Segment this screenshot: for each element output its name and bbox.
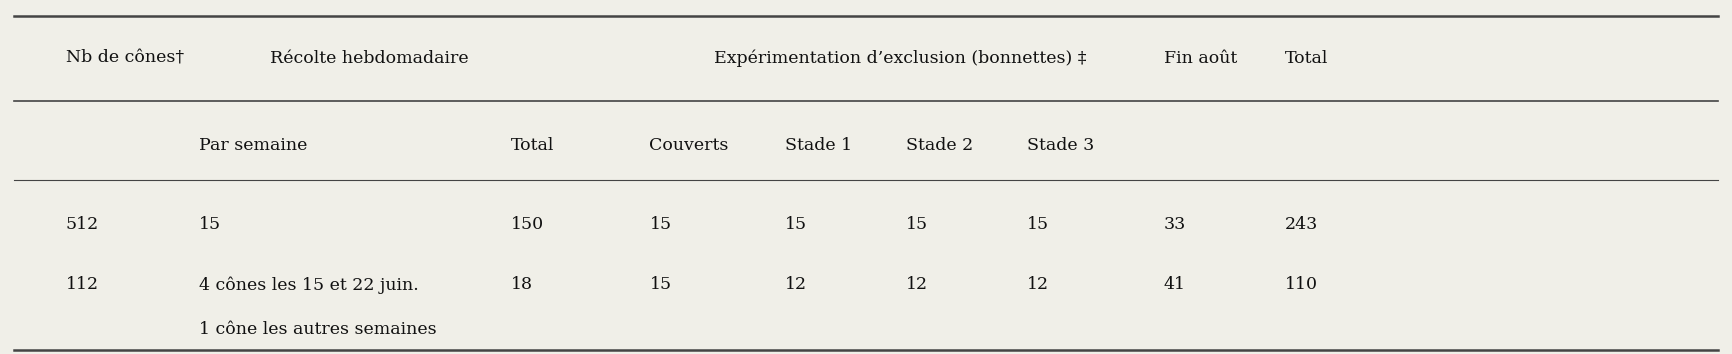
Text: 15: 15	[199, 216, 222, 233]
Text: 110: 110	[1285, 276, 1318, 293]
Text: 15: 15	[650, 216, 672, 233]
Text: Stade 2: Stade 2	[906, 137, 973, 154]
Text: 112: 112	[66, 276, 99, 293]
Text: 243: 243	[1285, 216, 1318, 233]
Text: 12: 12	[1027, 276, 1050, 293]
Text: Total: Total	[511, 137, 554, 154]
Text: 4 cônes les 15 et 22 juin.: 4 cônes les 15 et 22 juin.	[199, 276, 419, 294]
Text: 12: 12	[785, 276, 807, 293]
Text: 150: 150	[511, 216, 544, 233]
Text: Fin août: Fin août	[1164, 50, 1237, 67]
Text: Expérimentation d’exclusion (bonnettes) ‡: Expérimentation d’exclusion (bonnettes) …	[714, 50, 1088, 67]
Text: 15: 15	[1027, 216, 1050, 233]
Text: 18: 18	[511, 276, 533, 293]
Text: 15: 15	[906, 216, 928, 233]
Text: Récolte hebdomadaire: Récolte hebdomadaire	[270, 50, 468, 67]
Text: 41: 41	[1164, 276, 1186, 293]
Text: Nb de cônes†: Nb de cônes†	[66, 50, 184, 67]
Text: 1 cône les autres semaines: 1 cône les autres semaines	[199, 321, 436, 338]
Text: Par semaine: Par semaine	[199, 137, 308, 154]
Text: Couverts: Couverts	[650, 137, 729, 154]
Text: 15: 15	[785, 216, 807, 233]
Text: Stade 3: Stade 3	[1027, 137, 1095, 154]
Text: 15: 15	[650, 276, 672, 293]
Text: 33: 33	[1164, 216, 1186, 233]
Text: Stade 1: Stade 1	[785, 137, 852, 154]
Text: 12: 12	[906, 276, 928, 293]
Text: Total: Total	[1285, 50, 1328, 67]
Text: 512: 512	[66, 216, 99, 233]
